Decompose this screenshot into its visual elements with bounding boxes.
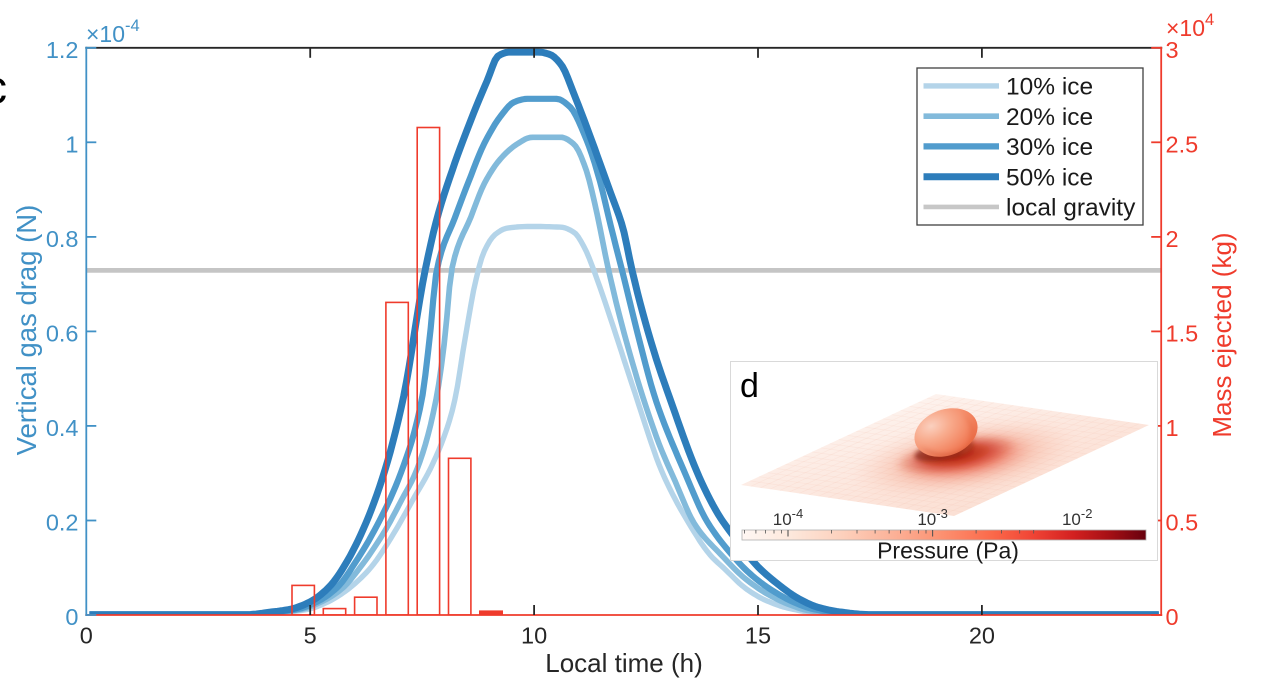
svg-text:0.8: 0.8 [46, 226, 79, 252]
svg-text:10: 10 [521, 623, 547, 649]
svg-text:5: 5 [304, 623, 317, 649]
svg-text:20: 20 [969, 623, 995, 649]
svg-text:2.5: 2.5 [1166, 132, 1199, 158]
svg-text:3: 3 [1166, 37, 1179, 63]
svg-text:0.5: 0.5 [1166, 510, 1199, 536]
svg-text:Pressure (Pa): Pressure (Pa) [877, 538, 1019, 564]
svg-text:1: 1 [1166, 415, 1179, 441]
svg-text:50% ice: 50% ice [1006, 165, 1093, 192]
svg-text:1.5: 1.5 [1166, 321, 1199, 347]
svg-text:1.2: 1.2 [46, 37, 79, 63]
svg-text:0.4: 0.4 [46, 415, 79, 441]
svg-text:2: 2 [1166, 226, 1179, 252]
svg-text:1: 1 [65, 132, 78, 158]
svg-text:Mass ejected (kg): Mass ejected (kg) [1207, 232, 1237, 437]
svg-text:Vertical gas drag (N): Vertical gas drag (N) [11, 205, 42, 456]
svg-text:0: 0 [80, 623, 93, 649]
svg-text:Local time (h): Local time (h) [545, 648, 703, 678]
svg-text:local gravity: local gravity [1006, 195, 1136, 222]
svg-text:20% ice: 20% ice [1006, 104, 1093, 131]
svg-text:0.2: 0.2 [46, 510, 79, 536]
svg-text:0: 0 [1166, 604, 1179, 630]
svg-text:d: d [740, 367, 759, 405]
svg-text:30% ice: 30% ice [1006, 134, 1093, 161]
svg-text:c: c [0, 61, 7, 113]
svg-text:15: 15 [745, 623, 771, 649]
svg-text:10% ice: 10% ice [1006, 74, 1093, 101]
svg-text:0.6: 0.6 [46, 321, 79, 347]
svg-text:0: 0 [65, 604, 78, 630]
